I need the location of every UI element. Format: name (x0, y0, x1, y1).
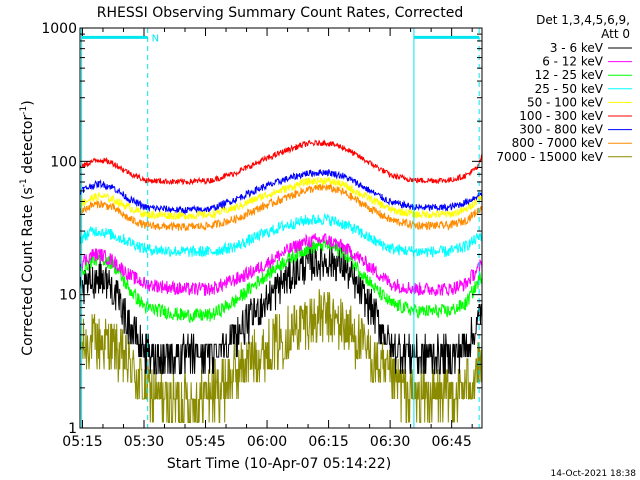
x-tick-label: 05:45 (185, 434, 225, 450)
x-tick-label: 06:00 (247, 434, 287, 450)
x-tick-label: 06:30 (370, 434, 410, 450)
legend-label: 7000 - 15000 keV (496, 150, 603, 164)
y-tick-label: 100 (50, 154, 77, 170)
series-line (80, 168, 482, 216)
y-axis-label-part: Corrected Count Rate (s (20, 187, 36, 355)
series-group (80, 139, 482, 423)
x-tick-label: 05:30 (124, 434, 164, 450)
y-tick-label: 1000 (41, 21, 77, 37)
night-flag-label: N (152, 33, 159, 44)
series-line (80, 237, 482, 324)
legend-label: 800 - 7000 keV (512, 136, 604, 150)
chart-title: RHESSI Observing Summary Count Rates, Co… (97, 5, 463, 21)
y-tick-label: 10 (59, 288, 77, 304)
legend-label: 50 - 100 keV (527, 95, 604, 109)
legend-label: 6 - 12 keV (542, 55, 604, 69)
plot-area: N (80, 28, 482, 428)
y-tick-label: 1 (68, 421, 77, 437)
y-axis-label-part: detector (20, 115, 36, 179)
series-line (80, 289, 482, 423)
y-axis-label: Corrected Count Rate (s-1 detector-1) (19, 100, 36, 355)
legend-label: 12 - 25 keV (535, 68, 604, 82)
y-axis-label-sup: -1 (19, 106, 29, 115)
x-tick-label: 05:15 (62, 434, 102, 450)
x-axis-label: Start Time (10-Apr-07 05:14:22) (167, 456, 391, 472)
series-line (80, 183, 482, 232)
legend-label: 300 - 800 keV (519, 123, 603, 137)
y-axis-label-sup: -1 (19, 178, 29, 187)
plot-frame (79, 27, 483, 429)
y-axis-label-part: ) (20, 100, 36, 105)
legend-label: 25 - 50 keV (535, 82, 604, 96)
x-tick-label: 06:15 (308, 434, 348, 450)
series-line (80, 139, 482, 186)
footer-timestamp: 14-Oct-2021 18:38 (551, 469, 637, 479)
series-line (80, 232, 482, 297)
legend-header-line-1: Det 1,3,4,5,6,9, (536, 13, 630, 27)
axis-ticks: 05:15 05:30 05:45 06:00 06:15 06:30 06:45 1 10 10… (41, 21, 482, 450)
legend-header-line-2: Att 0 (601, 27, 630, 41)
series-line (80, 176, 482, 221)
series-line (80, 212, 482, 258)
legend-label: 3 - 6 keV (550, 41, 604, 55)
legend-label: 100 - 300 keV (519, 109, 603, 123)
x-tick-label: 06:45 (431, 434, 471, 450)
